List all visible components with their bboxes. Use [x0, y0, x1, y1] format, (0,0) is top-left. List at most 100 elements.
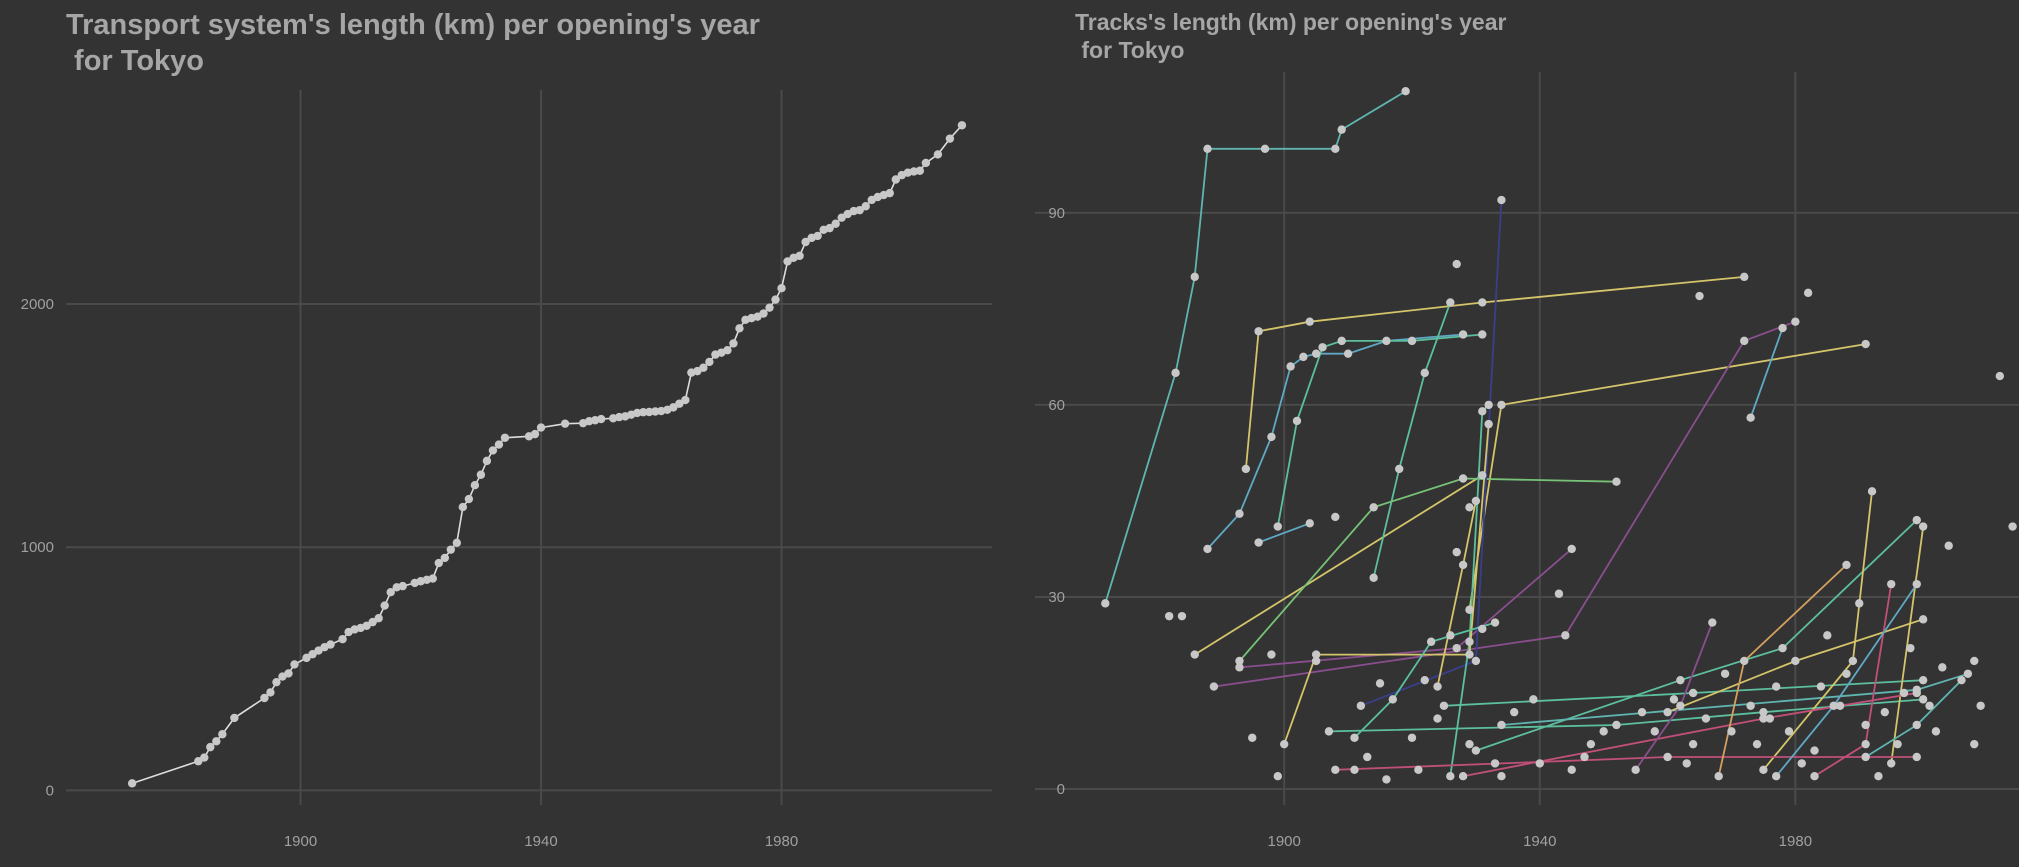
left-data-point [476, 470, 486, 479]
left-data-point [230, 713, 239, 723]
right-data-point [1356, 701, 1366, 710]
left-data-point [212, 737, 221, 746]
left-data-point [957, 121, 967, 130]
right-data-point [1829, 701, 1838, 710]
left-data-point [675, 399, 684, 408]
right-data-point [1535, 759, 1544, 768]
right-data-point [1235, 663, 1244, 672]
right-chart: Tracks's length (km) per opening's year … [1035, 9, 2019, 850]
right-data-point [1497, 400, 1506, 410]
left-data-point [645, 407, 654, 417]
right-data-point [1433, 714, 1442, 723]
right-data-point [1567, 544, 1576, 554]
left-data-point [885, 188, 894, 198]
right-data-point [1887, 759, 1896, 768]
right-data-point [1970, 656, 1979, 666]
right-data-point [1465, 637, 1474, 646]
left-data-point [206, 742, 215, 752]
right-data-point [1235, 656, 1244, 666]
right-data-point [1375, 679, 1385, 688]
left-data-point [446, 545, 456, 554]
right-data-point [1458, 474, 1468, 483]
right-data-point [1490, 759, 1500, 768]
right-data-point [1778, 323, 1787, 333]
right-data-point [1235, 509, 1244, 518]
right-y-tick-label: 0 [1057, 781, 1065, 798]
right-series-line [1762, 491, 1873, 771]
right-data-point [1688, 739, 1698, 749]
left-y-tick-label: 0 [46, 782, 54, 799]
right-data-point [1395, 464, 1404, 474]
left-data-point [915, 166, 925, 175]
right-data-point [1446, 771, 1455, 781]
right-data-point [1676, 701, 1685, 710]
left-data-point [783, 257, 792, 266]
right-data-point [1407, 733, 1417, 742]
left-data-point [831, 219, 840, 228]
right-data-point [1727, 727, 1736, 736]
right-data-point [1778, 643, 1787, 653]
right-data-point [1273, 771, 1283, 781]
right-series-line [1213, 320, 1796, 688]
right-data-point [1842, 669, 1851, 678]
left-data-point [921, 158, 931, 168]
right-data-point [1203, 144, 1212, 154]
right-data-point [1887, 579, 1896, 589]
right-data-point [1171, 368, 1180, 378]
right-series-line [1475, 519, 1918, 752]
right-data-point [1918, 695, 1928, 704]
left-data-point [891, 175, 900, 184]
left-chart: Transport system's length (km) per openi… [21, 9, 992, 850]
left-y-tick-label: 2000 [21, 296, 54, 313]
left-data-point [825, 223, 834, 233]
left-x-tick-label: 1900 [284, 833, 317, 850]
right-series-line [1468, 343, 1866, 610]
right-data-point [1350, 733, 1359, 742]
right-series-line [1449, 404, 1490, 777]
right-data-point [1899, 688, 1909, 698]
right-data-point [1471, 496, 1481, 506]
right-data-point [1912, 579, 1921, 589]
right-data-point [1458, 330, 1468, 339]
right-data-point [1855, 599, 1864, 608]
left-data-point [855, 205, 864, 215]
right-data-point [1612, 720, 1621, 730]
right-data-point [1471, 746, 1481, 755]
right-data-point [1759, 765, 1768, 774]
right-data-point [1439, 701, 1449, 710]
right-data-point [1861, 739, 1870, 749]
left-data-point [470, 480, 480, 490]
left-plot-area: 1900 1940 1980 0 1000 2000 [21, 90, 992, 850]
right-data-point [1452, 547, 1461, 557]
right-data-point [1708, 618, 1717, 627]
left-data-point [945, 134, 955, 143]
left-data-point [482, 456, 492, 466]
right-data-point [1676, 675, 1685, 685]
left-data-point [380, 601, 389, 610]
right-data-point [1957, 675, 1966, 685]
left-data-point [260, 693, 269, 703]
right-data-point [1446, 631, 1455, 640]
left-chart-title-line-2: for Tokyo [66, 45, 204, 77]
right-data-point [1305, 519, 1314, 528]
right-data-point [1407, 336, 1417, 346]
left-data-point [735, 324, 744, 333]
right-data-point [1286, 362, 1295, 371]
right-data-point [1267, 432, 1276, 442]
right-data-point [1861, 339, 1870, 349]
right-data-point [1682, 759, 1691, 768]
right-data-point [1311, 656, 1321, 666]
right-data-point [1944, 541, 1953, 550]
left-data-point [284, 669, 293, 678]
right-data-point [1810, 771, 1819, 781]
right-data-point [1414, 765, 1423, 774]
right-data-point [1893, 739, 1902, 749]
left-x-tick-label: 1980 [765, 833, 798, 850]
right-data-point [1637, 707, 1647, 717]
right-data-point [1720, 669, 1730, 678]
right-data-point [1446, 298, 1455, 307]
right-data-point [1164, 611, 1174, 621]
right-data-point [1740, 656, 1749, 666]
left-data-point [837, 213, 846, 222]
right-data-point [1497, 720, 1506, 730]
